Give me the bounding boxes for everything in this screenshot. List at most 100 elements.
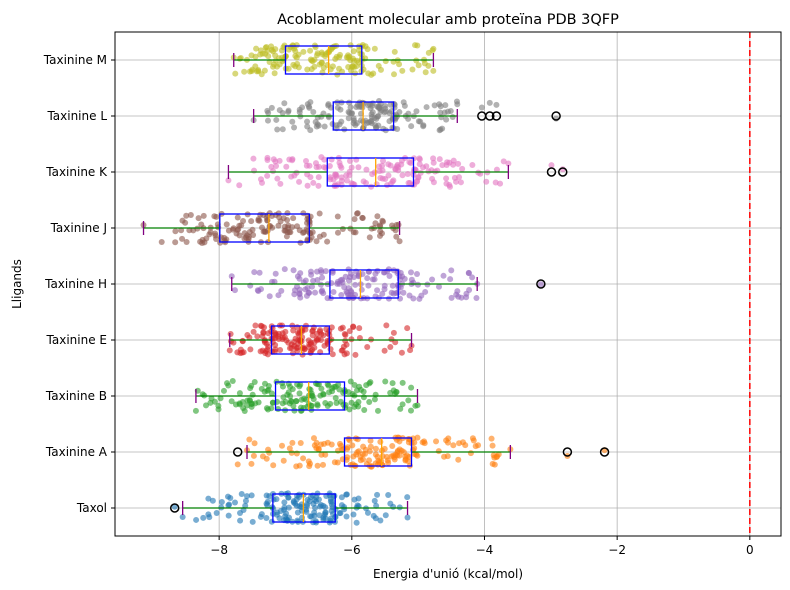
- data-point: [423, 104, 430, 111]
- data-point: [303, 292, 310, 299]
- data-point: [459, 165, 466, 172]
- data-point: [416, 295, 423, 302]
- data-point: [366, 234, 373, 241]
- data-point: [296, 178, 303, 185]
- data-point: [257, 51, 264, 58]
- data-point: [274, 175, 281, 182]
- data-point: [257, 211, 264, 218]
- data-point: [377, 438, 384, 445]
- data-point: [351, 216, 358, 223]
- data-point: [273, 63, 280, 70]
- data-point: [392, 227, 399, 234]
- data-point: [225, 512, 232, 519]
- data-point: [272, 211, 279, 218]
- data-point: [280, 457, 287, 464]
- data-point: [268, 405, 275, 412]
- data-point: [239, 398, 246, 405]
- data-point: [341, 504, 348, 511]
- data-point: [315, 182, 322, 189]
- data-point: [327, 400, 334, 407]
- data-point: [385, 266, 392, 273]
- data-point: [337, 325, 344, 332]
- data-point: [346, 406, 353, 413]
- data-point: [259, 333, 266, 340]
- data-point: [279, 126, 286, 133]
- data-point: [307, 56, 314, 63]
- data-point: [396, 452, 403, 459]
- data-point: [287, 229, 294, 236]
- data-point: [447, 276, 454, 283]
- data-point: [304, 501, 311, 508]
- data-point: [352, 122, 359, 129]
- data-point: [271, 70, 278, 77]
- data-point: [382, 105, 389, 112]
- data-point: [420, 122, 427, 129]
- data-point: [231, 499, 238, 506]
- data-point: [192, 407, 199, 414]
- data-point: [415, 118, 422, 125]
- data-point: [322, 509, 329, 516]
- data-point: [259, 224, 266, 231]
- data-point: [338, 494, 345, 501]
- data-point: [281, 266, 288, 273]
- data-point: [385, 492, 392, 499]
- data-point: [279, 110, 286, 117]
- data-point: [273, 116, 280, 123]
- data-point: [405, 397, 412, 404]
- data-point: [372, 451, 379, 458]
- data-point: [364, 275, 371, 282]
- data-point: [247, 385, 254, 392]
- data-point: [203, 402, 210, 409]
- data-point: [249, 518, 256, 525]
- data-point: [379, 290, 386, 297]
- data-point: [351, 496, 358, 503]
- data-point: [425, 62, 432, 69]
- x-tick-label: −6: [343, 543, 361, 557]
- data-point: [371, 45, 378, 52]
- data-point: [486, 99, 493, 106]
- data-point: [262, 228, 269, 235]
- data-point: [415, 62, 422, 69]
- data-point: [242, 497, 249, 504]
- data-point: [253, 45, 260, 52]
- data-point: [414, 177, 421, 184]
- data-point: [348, 164, 355, 171]
- data-point: [334, 213, 341, 220]
- data-point: [300, 48, 307, 55]
- data-point: [254, 287, 261, 294]
- data-point: [314, 50, 321, 57]
- data-point: [391, 454, 398, 461]
- data-point: [310, 179, 317, 186]
- data-point: [213, 213, 220, 220]
- outlier-marker: [562, 447, 573, 457]
- data-point: [290, 327, 297, 334]
- data-point: [467, 450, 474, 457]
- data-point: [277, 507, 284, 514]
- data-point: [183, 212, 190, 219]
- data-point: [296, 291, 303, 298]
- data-point: [373, 115, 380, 122]
- data-point: [375, 62, 382, 69]
- data-point: [258, 511, 265, 518]
- data-point: [396, 238, 403, 245]
- data-point: [243, 234, 250, 241]
- x-axis: −8 −6 −4 −2 0: [210, 536, 754, 557]
- data-point: [294, 273, 301, 280]
- data-point: [182, 219, 189, 226]
- data-point: [226, 501, 233, 508]
- data-point: [374, 407, 381, 414]
- data-point: [183, 238, 190, 245]
- data-point: [381, 347, 388, 354]
- data-point: [329, 267, 336, 274]
- data-point: [416, 161, 423, 168]
- y-tick-label: Taxinine H: [44, 277, 107, 291]
- data-point: [425, 49, 432, 56]
- data-point: [266, 210, 273, 217]
- data-point: [454, 101, 461, 108]
- data-point: [336, 65, 343, 72]
- data-point: [446, 181, 453, 188]
- data-point: [348, 336, 355, 343]
- data-point: [290, 499, 297, 506]
- data-point: [312, 289, 319, 296]
